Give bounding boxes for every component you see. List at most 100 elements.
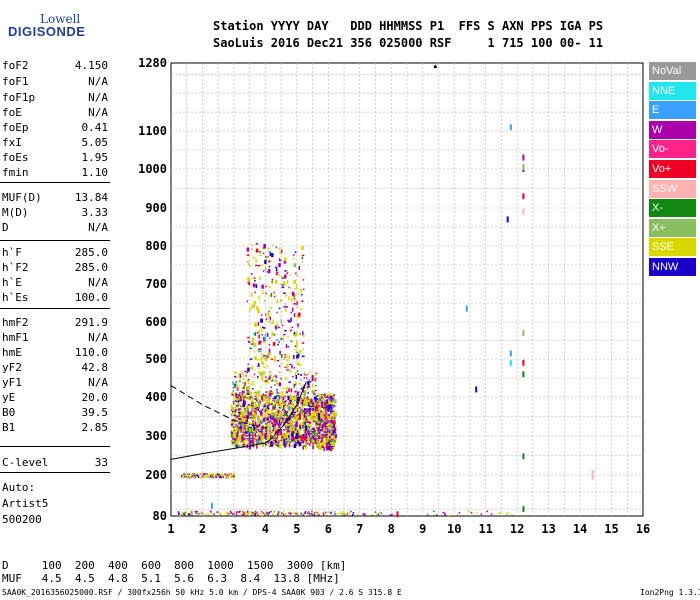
echo-point [308,421,312,424]
echo-point [327,393,330,398]
echo-point [243,431,246,434]
layer-trace-point [181,513,183,516]
echo-point [311,406,313,409]
echo-point [320,434,324,436]
echo-point [264,417,267,422]
echo-point [326,410,328,413]
echo-point [332,426,335,428]
echo-point [233,414,237,417]
echo-point [288,400,291,405]
echo-point [277,418,279,420]
echo-point [297,434,299,437]
echo-point [246,438,248,441]
echo-point [235,372,237,375]
echo-point [298,353,300,358]
echo-point [310,441,312,444]
echo-point [288,431,291,433]
data-point-sse [289,394,292,400]
echo-point [274,396,277,401]
param-row: yF1 N/A [2,375,108,390]
echo-point [237,420,239,423]
echo-point [284,356,286,359]
echo-point [262,270,265,272]
layer-trace-point [324,514,326,516]
echo-point [323,447,325,452]
echo-point [289,426,293,428]
echo-point [285,435,288,438]
echo-point [318,432,321,434]
echo-point [238,417,241,420]
echo-point [296,354,299,359]
param-row: fmin 1.10 [2,165,108,180]
layer-trace-point [350,510,352,513]
echo-point [243,375,245,377]
data-point-x- [522,371,525,378]
echo-point [317,402,320,405]
layer-trace-point [227,512,229,514]
echo-point [297,431,300,433]
param-value: N/A [88,221,108,234]
echo-point [247,263,250,266]
echo-point [252,420,255,423]
echo-point [257,392,259,394]
echo-point [231,419,233,424]
echo-point [282,420,284,423]
echo-point [242,430,244,432]
echo-point [276,403,279,406]
echo-point [261,326,264,329]
echo-point [259,350,262,353]
echo-point [313,389,315,391]
echo-point [308,386,310,388]
echo-point [231,391,234,396]
echo-point [242,392,245,397]
layer-trace-point [261,514,263,516]
echo-point [294,405,297,407]
echo-point [257,309,260,314]
echo-point [231,434,235,436]
echo-point [250,422,253,425]
layer-trace-point [233,475,235,478]
layer-trace-point [244,512,246,515]
echo-point [305,396,308,398]
echo-point [253,414,257,417]
echo-point [286,391,288,394]
echo-point [234,383,237,388]
echo-point [238,384,240,387]
layer-trace-point [458,511,461,514]
layer-trace-point [341,510,344,513]
echo-point [251,443,254,445]
layer-trace-point [196,473,199,475]
layer-trace-point [247,513,249,515]
echo-point [275,267,278,272]
layer-trace-point [223,474,225,476]
layer-trace-point [254,511,257,514]
echo-point [278,420,281,425]
echo-point [287,346,290,348]
echo-point [299,350,302,352]
echo-point [262,252,265,255]
layer-trace-point [490,513,493,515]
x-tick-label: 12 [510,522,524,536]
echo-point [257,421,261,426]
echo-point [294,287,297,290]
layer-trace-point [246,510,249,513]
layer-trace-point [185,477,188,479]
echo-point [333,414,336,419]
echo-point [279,259,282,262]
echo-point [248,421,251,423]
layer-trace-point [389,514,391,517]
echo-point [301,407,304,410]
echo-point [316,409,320,412]
legend-item-x-: X- [649,199,696,218]
echo-point [329,429,331,432]
echo-point [324,396,327,399]
echo-point [240,435,244,440]
echo-point [303,423,307,425]
echo-point [234,441,237,446]
echo-point [245,432,248,435]
echo-point [254,332,257,337]
echo-point [300,427,303,430]
echo-point [250,383,253,385]
echo-point [297,373,299,375]
echo-point [293,367,296,369]
